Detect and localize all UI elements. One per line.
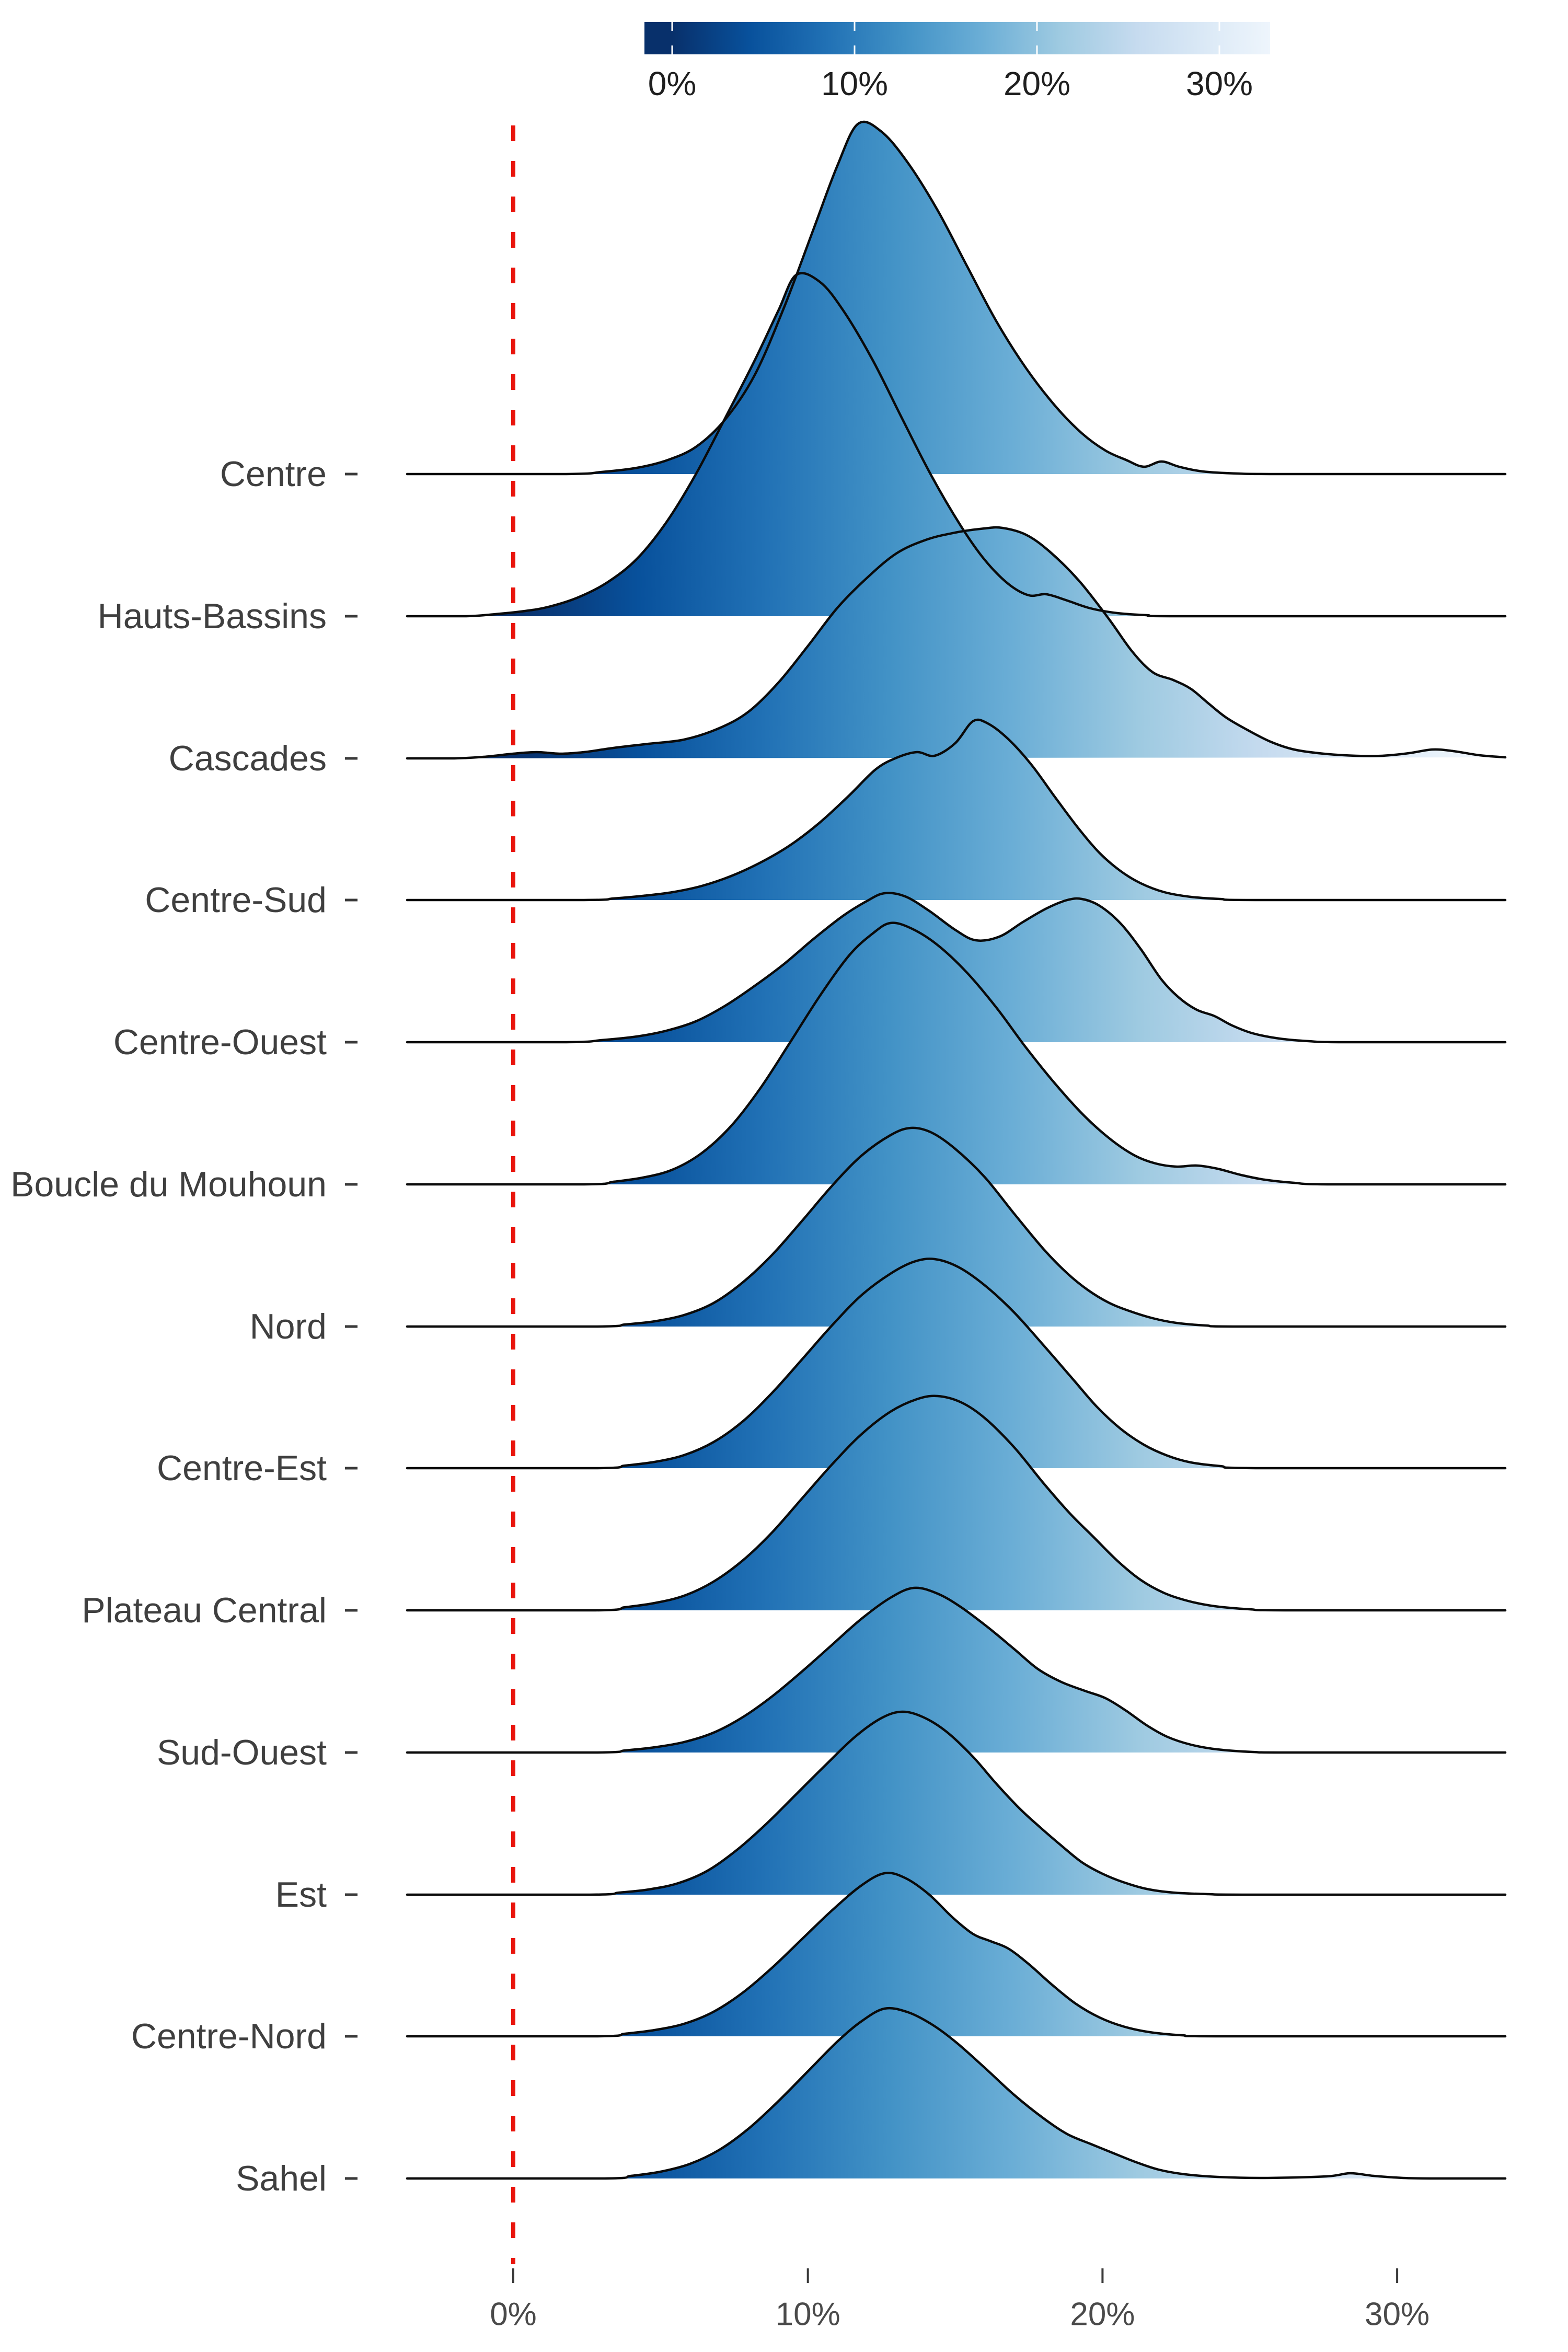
ridge-outline-centre-est — [406, 1258, 1507, 1470]
colorbar-legend: 0% 10% 20% 30% — [644, 22, 1270, 102]
colorbar-label-30%: 30% — [1186, 65, 1253, 102]
region-label-sahel: Sahel — [236, 2159, 327, 2198]
x-label-20%: 20% — [1070, 2297, 1135, 2333]
colorbar-gradient — [644, 22, 1270, 54]
ridge-outline-cascades — [406, 526, 1507, 760]
region-label-centre-nord: Centre-Nord — [131, 2016, 327, 2056]
ridge-outline-boucle-du-mouhoun — [406, 921, 1507, 1186]
ridge-fill-sud-ouest — [407, 1587, 1505, 1753]
ridge-outline-centre-sud — [406, 718, 1507, 902]
colorbar-label-20%: 20% — [1004, 65, 1070, 102]
region-label-plateau-central: Plateau Central — [82, 1590, 327, 1630]
ridge-outline-plateau-central — [406, 1394, 1507, 1612]
region-label-boucle-du-mouhoun: Boucle du Mouhoun — [10, 1165, 327, 1204]
ridge-fill-hauts-bassins — [407, 273, 1505, 616]
ridge-outline-centre-nord — [406, 1872, 1507, 2038]
ridge-fill-est — [407, 1711, 1505, 1895]
x-label-30%: 30% — [1365, 2297, 1429, 2333]
ridge-fill-centre-nord — [407, 1873, 1505, 2036]
region-label-centre: Centre — [220, 454, 327, 494]
ridge-fill-cascades — [407, 527, 1505, 758]
region-label-centre-est: Centre-Est — [157, 1448, 327, 1488]
ridge-outline-nord — [406, 1126, 1507, 1328]
region-label-nord: Nord — [250, 1307, 327, 1346]
colorbar-label-0%: 0% — [648, 65, 697, 102]
ridge-outline-hauts-bassins — [406, 272, 1507, 618]
ridge-outline-est — [406, 1710, 1507, 1896]
x-axis: 0% 10% 20% 30% — [490, 2268, 1429, 2333]
ridge-fill-plateau-central — [407, 1396, 1505, 1610]
ridge-outline-centre — [406, 120, 1507, 476]
ridge-outline-sud-ouest — [406, 1586, 1507, 1754]
region-label-hauts-bassins: Hauts-Bassins — [98, 596, 327, 636]
ridge-fill-centre — [407, 122, 1505, 474]
ridge-fills — [407, 122, 1505, 2178]
ridge-fill-boucle-du-mouhoun — [407, 923, 1505, 1184]
ridge-fill-centre-sud — [407, 719, 1505, 900]
x-label-10%: 10% — [776, 2297, 840, 2333]
region-label-sud-ouest: Sud-Ouest — [157, 1733, 327, 1772]
ridge-fill-nord — [407, 1127, 1505, 1327]
ridge-fill-centre-est — [407, 1259, 1505, 1468]
ridge-outline-sahel — [406, 2007, 1507, 2180]
region-axis-labels: Centre Hauts-Bassins Cascades Centre-Sud Cen… — [10, 454, 358, 2198]
x-label-0%: 0% — [490, 2297, 537, 2333]
ridge-fill-sahel — [407, 2008, 1505, 2178]
region-label-centre-sud: Centre-Sud — [145, 880, 327, 920]
region-label-centre-ouest: Centre-Ouest — [113, 1022, 327, 1062]
ridge-outlines — [406, 120, 1507, 2180]
ridge-outline-centre-ouest — [406, 892, 1507, 1044]
region-label-est: Est — [275, 1875, 327, 1915]
region-label-cascades: Cascades — [169, 739, 327, 778]
colorbar-label-10%: 10% — [821, 65, 888, 102]
